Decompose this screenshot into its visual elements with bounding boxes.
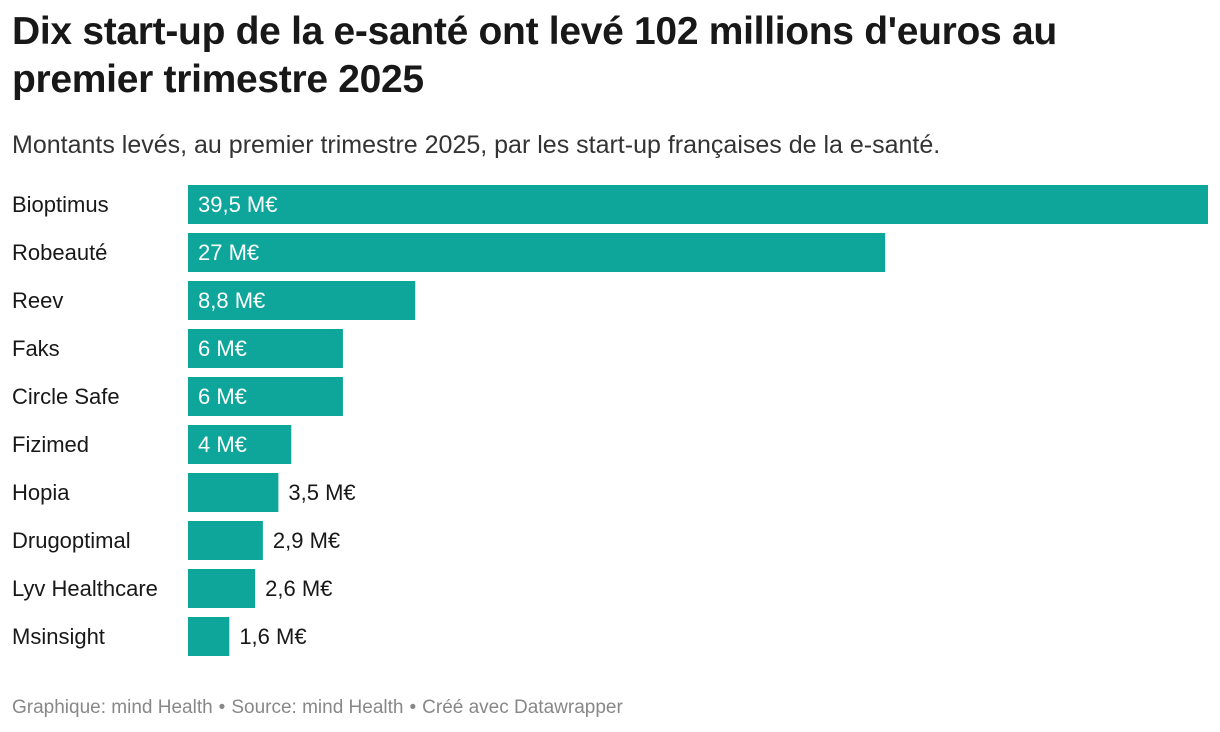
bar (188, 521, 263, 560)
footer-source: Source: mind Health (231, 697, 404, 718)
value-label: 27 M€ (198, 240, 259, 265)
bar (188, 569, 256, 608)
value-label: 6 M€ (198, 384, 247, 409)
category-label: Faks (12, 336, 60, 361)
category-label: Drugoptimal (12, 528, 131, 553)
category-label: Robeauté (12, 240, 107, 265)
bar (188, 617, 230, 656)
value-label: 4 M€ (198, 432, 247, 457)
footer-separator: • (218, 697, 226, 718)
chart-subtitle: Montants levés, au premier trimestre 202… (12, 131, 941, 159)
category-label: Circle Safe (12, 384, 120, 409)
bar (188, 377, 343, 416)
chart-title: Dix start-up de la e-santé ont levé 102 … (12, 10, 1057, 101)
value-label: 2,6 M€ (265, 576, 332, 601)
category-label: Bioptimus (12, 192, 109, 217)
category-label: Fizimed (12, 432, 89, 457)
footer-separator: • (409, 697, 417, 718)
bar-chart: Bioptimus 39,5 M€ Robeauté 27 M€ Reev 8,8 M€ F… (12, 185, 1208, 656)
bar (188, 185, 1208, 224)
value-label: 2,9 M€ (273, 528, 340, 553)
footer-graphique: Graphique: mind Health (12, 697, 213, 718)
chart-footer: Graphique: mind Health • Source: mind Heal… (12, 695, 623, 721)
value-label: 8,8 M€ (198, 288, 265, 313)
footer-credit: Créé avec Datawrapper (422, 697, 623, 718)
bar (188, 233, 886, 272)
bar (188, 473, 279, 512)
category-label: Reev (12, 288, 63, 313)
category-label: Msinsight (12, 624, 105, 649)
value-label: 6 M€ (198, 336, 247, 361)
bar (188, 281, 416, 320)
value-label: 1,6 M€ (239, 624, 306, 649)
bar (188, 425, 292, 464)
category-label: Lyv Healthcare (12, 576, 158, 601)
value-label: 39,5 M€ (198, 192, 278, 217)
category-label: Hopia (12, 480, 70, 505)
value-label: 3,5 M€ (288, 480, 355, 505)
bar (188, 329, 343, 368)
